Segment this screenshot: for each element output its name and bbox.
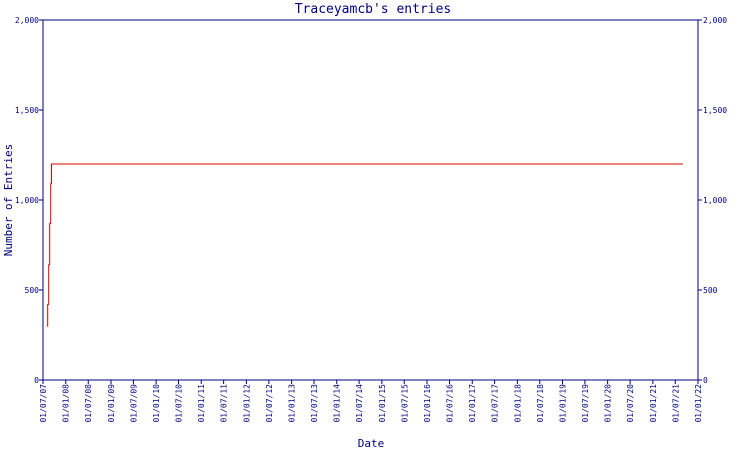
x-tick-label: 01/07/15 [400,384,409,423]
x-tick-label: 01/07/21 [671,384,680,423]
y-tick-label-left: 0 [34,376,39,385]
x-tick-label: 01/07/07 [39,384,48,423]
y-tick-label-left: 2,000 [15,16,39,25]
y-tick-label-left: 1,000 [15,196,39,205]
y-axis-label: Number of Entries [2,144,15,257]
x-tick-label: 01/01/21 [649,384,658,423]
x-tick-label: 01/01/11 [197,384,206,423]
x-tick-label: 01/07/13 [310,384,319,423]
x-tick-label: 01/01/13 [288,384,297,423]
y-tick-label-right: 1,000 [703,196,727,205]
x-tick-label: 01/07/17 [491,384,500,423]
chart-title: Traceyamcb's entries [295,2,452,17]
x-tick-label: 01/07/19 [581,384,590,423]
x-tick-label: 01/07/09 [129,384,138,423]
x-tick-label: 01/01/14 [333,384,342,423]
x-tick-label: 01/01/22 [694,384,703,423]
x-tick-label: 01/07/08 [84,384,93,423]
x-tick-label: 01/07/11 [220,384,229,423]
y-tick-label-left: 1,500 [15,106,39,115]
y-tick-label-right: 1,500 [703,106,727,115]
x-tick-label: 01/07/18 [536,384,545,423]
x-tick-label: 01/07/20 [626,384,635,423]
x-tick-label: 01/01/12 [242,384,251,423]
x-tick-label: 01/01/15 [378,384,387,423]
x-tick-label: 01/07/12 [265,384,274,423]
y-tick-label-right: 500 [703,286,718,295]
y-tick-label-right: 2,000 [703,16,727,25]
y-axis-ticks: 0 0 500 500 1,000 1,000 1,500 1,500 2,000 2,000 [15,16,727,385]
y-tick-label-right: 0 [703,376,708,385]
x-tick-label: 01/01/10 [152,384,161,423]
series-layer [46,163,683,327]
x-tick-label: 01/07/14 [355,384,364,423]
x-tick-label: 01/07/10 [175,384,184,423]
plot-frame [42,19,699,381]
x-tick-label: 01/01/18 [513,384,522,423]
x-axis-label: Date [358,437,385,450]
x-tick-label: 01/01/20 [604,384,613,423]
entries-series-line [46,163,683,327]
y-tick-label-left: 500 [25,286,40,295]
x-tick-label: 01/01/09 [107,384,116,423]
x-tick-label: 01/07/16 [446,384,455,423]
x-axis-ticks: 01/07/07 01/01/08 01/07/08 01/01/09 01/07/09… [39,380,703,423]
x-tick-label: 01/01/19 [558,384,567,423]
x-tick-label: 01/01/17 [468,384,477,423]
x-tick-label: 01/01/08 [62,384,71,423]
x-tick-label: 01/01/16 [423,384,432,423]
